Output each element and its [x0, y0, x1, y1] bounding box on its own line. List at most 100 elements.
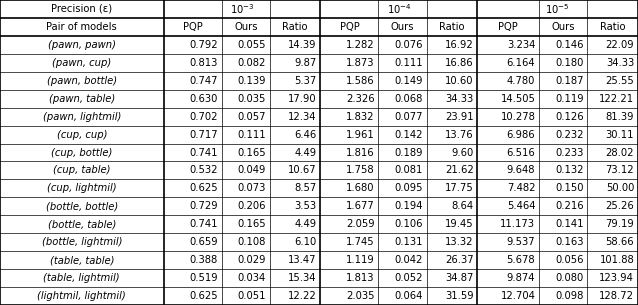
Text: 5.678: 5.678 [507, 255, 535, 265]
Text: 19.45: 19.45 [445, 219, 473, 229]
Text: 17.75: 17.75 [445, 183, 473, 193]
Text: 0.064: 0.064 [395, 291, 423, 301]
Text: 0.142: 0.142 [394, 130, 423, 140]
Text: 8.57: 8.57 [294, 183, 316, 193]
Text: 1.282: 1.282 [346, 40, 375, 50]
Text: 101.88: 101.88 [600, 255, 634, 265]
Text: 12.34: 12.34 [288, 112, 316, 122]
Text: 1.873: 1.873 [346, 58, 375, 68]
Text: 1.119: 1.119 [346, 255, 375, 265]
Text: 10.67: 10.67 [288, 165, 316, 175]
Text: 0.035: 0.035 [238, 94, 266, 104]
Text: 0.741: 0.741 [189, 219, 218, 229]
Text: 34.33: 34.33 [445, 94, 473, 104]
Text: (pawn, cup): (pawn, cup) [52, 58, 112, 68]
Text: PQP: PQP [339, 22, 359, 32]
Text: 0.165: 0.165 [237, 219, 266, 229]
Text: 0.388: 0.388 [189, 255, 218, 265]
Text: 0.165: 0.165 [237, 148, 266, 157]
Text: (bottle, table): (bottle, table) [48, 219, 116, 229]
Text: (bottle, bottle): (bottle, bottle) [46, 201, 118, 211]
Text: (cup, bottle): (cup, bottle) [51, 148, 112, 157]
Text: 0.747: 0.747 [189, 76, 218, 86]
Text: 0.717: 0.717 [189, 130, 218, 140]
Text: 10.60: 10.60 [445, 76, 473, 86]
Text: 34.87: 34.87 [445, 273, 473, 283]
Text: 0.111: 0.111 [237, 130, 266, 140]
Text: 0.189: 0.189 [394, 148, 423, 157]
Text: 0.232: 0.232 [555, 130, 584, 140]
Text: 3.53: 3.53 [295, 201, 316, 211]
Text: (pawn, lightmil): (pawn, lightmil) [43, 112, 121, 122]
Text: 9.60: 9.60 [451, 148, 473, 157]
Text: 0.073: 0.073 [238, 183, 266, 193]
Text: 9.648: 9.648 [507, 165, 535, 175]
Text: 7.482: 7.482 [507, 183, 535, 193]
Text: 0.233: 0.233 [555, 148, 584, 157]
Text: 6.516: 6.516 [507, 148, 535, 157]
Text: 128.72: 128.72 [599, 291, 634, 301]
Text: Ours: Ours [234, 22, 258, 32]
Text: (bottle, lightmil): (bottle, lightmil) [41, 237, 122, 247]
Text: 31.59: 31.59 [445, 291, 473, 301]
Text: 14.39: 14.39 [288, 40, 316, 50]
Text: 3.234: 3.234 [507, 40, 535, 50]
Text: Ours: Ours [551, 22, 575, 32]
Text: 73.12: 73.12 [605, 165, 634, 175]
Text: 1.961: 1.961 [346, 130, 375, 140]
Text: 81.39: 81.39 [605, 112, 634, 122]
Text: (cup, lightmil): (cup, lightmil) [47, 183, 117, 193]
Text: 16.86: 16.86 [445, 58, 473, 68]
Text: (cup, cup): (cup, cup) [57, 130, 107, 140]
Text: 0.081: 0.081 [395, 165, 423, 175]
Text: 0.187: 0.187 [555, 76, 584, 86]
Text: 0.111: 0.111 [394, 58, 423, 68]
Text: 2.059: 2.059 [346, 219, 375, 229]
Text: 0.146: 0.146 [555, 40, 584, 50]
Text: 123.94: 123.94 [599, 273, 634, 283]
Text: 6.10: 6.10 [294, 237, 316, 247]
Text: Precision (ε): Precision (ε) [51, 4, 112, 14]
Text: 0.051: 0.051 [237, 291, 266, 301]
Text: 0.702: 0.702 [189, 112, 218, 122]
Text: 1.680: 1.680 [346, 183, 375, 193]
Text: 0.630: 0.630 [189, 94, 218, 104]
Text: 1.586: 1.586 [346, 76, 375, 86]
Text: 21.62: 21.62 [445, 165, 473, 175]
Text: 0.068: 0.068 [395, 94, 423, 104]
Text: 5.37: 5.37 [294, 76, 316, 86]
Text: 5.464: 5.464 [507, 201, 535, 211]
Text: 1.832: 1.832 [346, 112, 375, 122]
Text: 0.042: 0.042 [395, 255, 423, 265]
Text: 0.106: 0.106 [394, 219, 423, 229]
Text: 16.92: 16.92 [445, 40, 473, 50]
Text: $10^{-4}$: $10^{-4}$ [387, 2, 412, 16]
Text: 22.09: 22.09 [605, 40, 634, 50]
Text: PQP: PQP [498, 22, 518, 32]
Text: Ours: Ours [391, 22, 415, 32]
Text: 2.326: 2.326 [346, 94, 375, 104]
Text: 1.816: 1.816 [346, 148, 375, 157]
Text: 0.080: 0.080 [555, 273, 584, 283]
Text: 0.180: 0.180 [555, 58, 584, 68]
Text: 0.149: 0.149 [394, 76, 423, 86]
Text: 4.49: 4.49 [295, 148, 316, 157]
Text: 23.91: 23.91 [445, 112, 473, 122]
Text: 9.87: 9.87 [294, 58, 316, 68]
Text: PQP: PQP [182, 22, 202, 32]
Text: 13.32: 13.32 [445, 237, 473, 247]
Text: 4.49: 4.49 [295, 219, 316, 229]
Text: 0.131: 0.131 [394, 237, 423, 247]
Text: 8.64: 8.64 [452, 201, 473, 211]
Text: 1.677: 1.677 [346, 201, 375, 211]
Text: 79.19: 79.19 [605, 219, 634, 229]
Text: (table, lightmil): (table, lightmil) [43, 273, 120, 283]
Text: 0.077: 0.077 [394, 112, 423, 122]
Text: 0.163: 0.163 [555, 237, 584, 247]
Text: 0.034: 0.034 [238, 273, 266, 283]
Text: 1.758: 1.758 [346, 165, 375, 175]
Text: 0.057: 0.057 [237, 112, 266, 122]
Text: 0.659: 0.659 [189, 237, 218, 247]
Text: 11.173: 11.173 [500, 219, 535, 229]
Text: 0.108: 0.108 [238, 237, 266, 247]
